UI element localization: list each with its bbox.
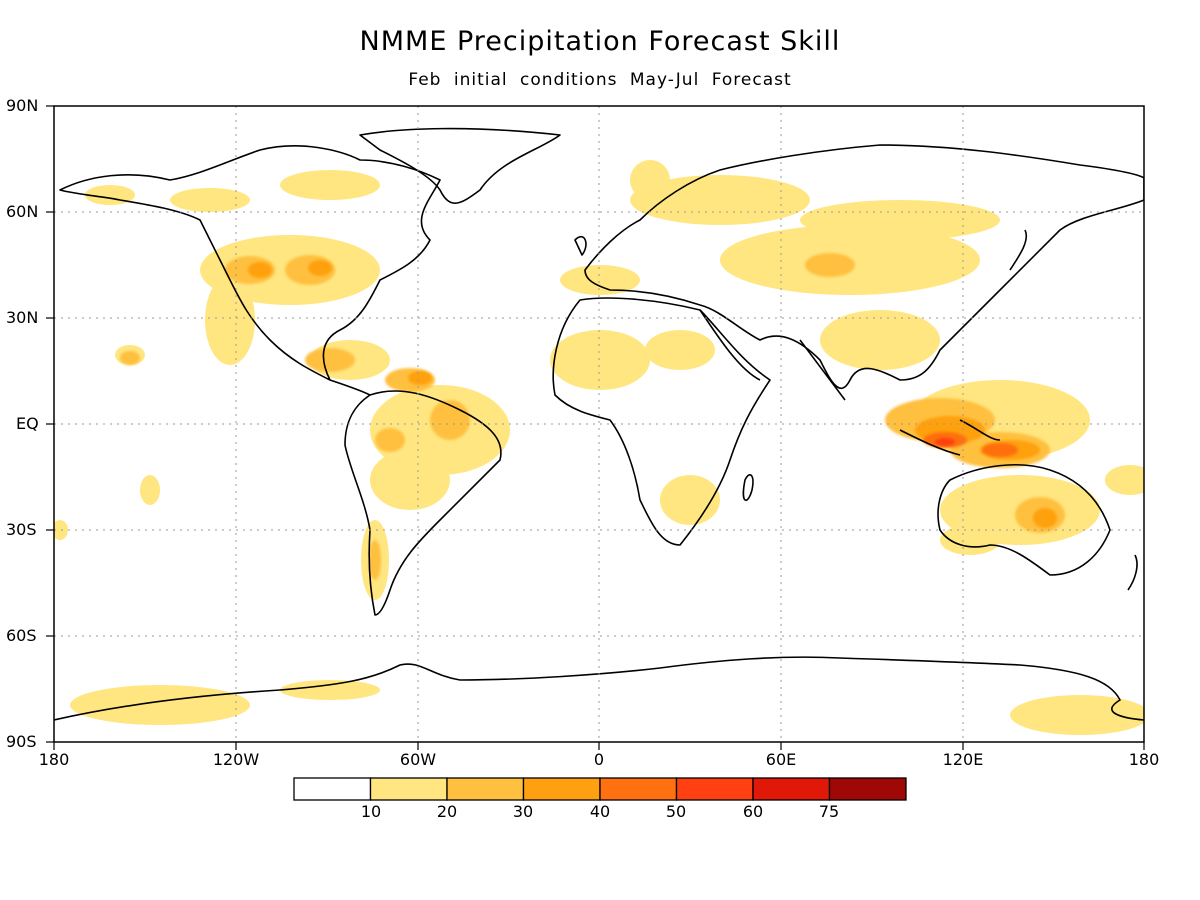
x-tick-label: 120E [942,750,984,769]
colorbar-swatch [369,777,448,801]
axis-ticks [46,105,1145,750]
colorbar-label: 50 [665,802,687,821]
x-tick-label: 0 [593,750,605,769]
colorbar-swatch [446,777,525,801]
x-tick-label: 180 [1128,750,1160,769]
map-gridlines [54,106,1144,742]
skill-shading [54,160,1144,735]
coastlines [54,127,1144,721]
colorbar-swatch [675,777,754,801]
colorbar-label: 20 [436,802,458,821]
colorbar-label: 40 [589,802,611,821]
y-tick-label: 30S [6,520,37,539]
x-tick-label: 60W [399,750,437,769]
colorbar-swatch [293,777,372,801]
colorbar-label: 30 [512,802,534,821]
colorbar-label: 10 [360,802,382,821]
y-tick-label: 30N [6,308,39,327]
colorbar-swatch [828,777,907,801]
colorbar-swatch [752,777,831,801]
colorbar-label: 60 [742,802,764,821]
colorbar-swatch [599,777,678,801]
y-tick-label: EQ [16,414,39,433]
map-title: NMME Precipitation Forecast Skill [359,26,841,57]
y-tick-label: 60N [6,202,39,221]
colorbar-label: 75 [818,802,840,821]
map-subtitle: Feb initial conditions May-Jul Forecast [408,70,792,90]
colorbar [293,777,907,801]
y-tick-label: 60S [6,626,37,645]
x-tick-label: 120W [212,750,260,769]
colorbar-swatch [522,777,601,801]
x-tick-label: 60E [765,750,797,769]
x-tick-label: 180 [38,750,70,769]
y-tick-label: 90N [6,96,39,115]
y-tick-label: 90S [6,732,37,751]
